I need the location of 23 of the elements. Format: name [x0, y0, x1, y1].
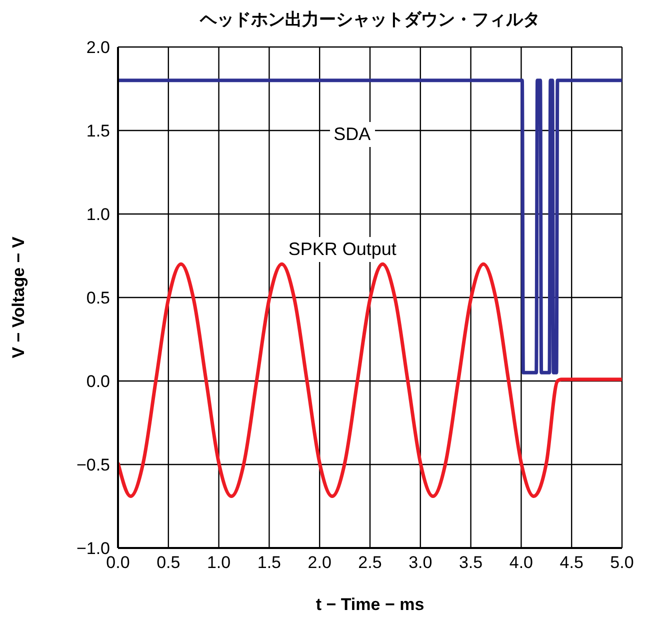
x-tick-label: 4.0	[509, 553, 534, 572]
x-tick-label: 2.0	[308, 553, 332, 572]
x-tick-label: 1.0	[206, 553, 231, 572]
x-tick-label: 2.5	[358, 553, 382, 572]
y-tick-label: 0.5	[86, 288, 110, 308]
x-tick-label: 1.5	[257, 553, 282, 572]
x-tick-label: 0.0	[106, 553, 130, 572]
series-label: SPKR Output	[284, 237, 400, 262]
x-tick-label: 3.0	[408, 553, 432, 572]
y-tick-label: 2.0	[86, 38, 110, 58]
text: SDA	[330, 122, 375, 148]
x-tick-label: 3.5	[458, 553, 483, 572]
y-tick-label: −0.5	[76, 456, 110, 475]
y-tick-label: 1.5	[86, 122, 110, 141]
y-axis-title: V − Voltage − V	[9, 236, 28, 358]
x-axis-title: t − Time − ms	[316, 595, 424, 614]
x-tick-label: 5.0	[610, 553, 634, 572]
chart-title: ヘッドホン出力ーシャットダウン・フィルタ	[198, 9, 541, 31]
x-tick-label: 4.5	[560, 553, 584, 572]
y-tick-label: 0.0	[86, 372, 110, 392]
x-tick-label: 0.5	[156, 553, 180, 572]
y-tick-label: 1.0	[86, 205, 110, 224]
line-series	[118, 262, 622, 498]
